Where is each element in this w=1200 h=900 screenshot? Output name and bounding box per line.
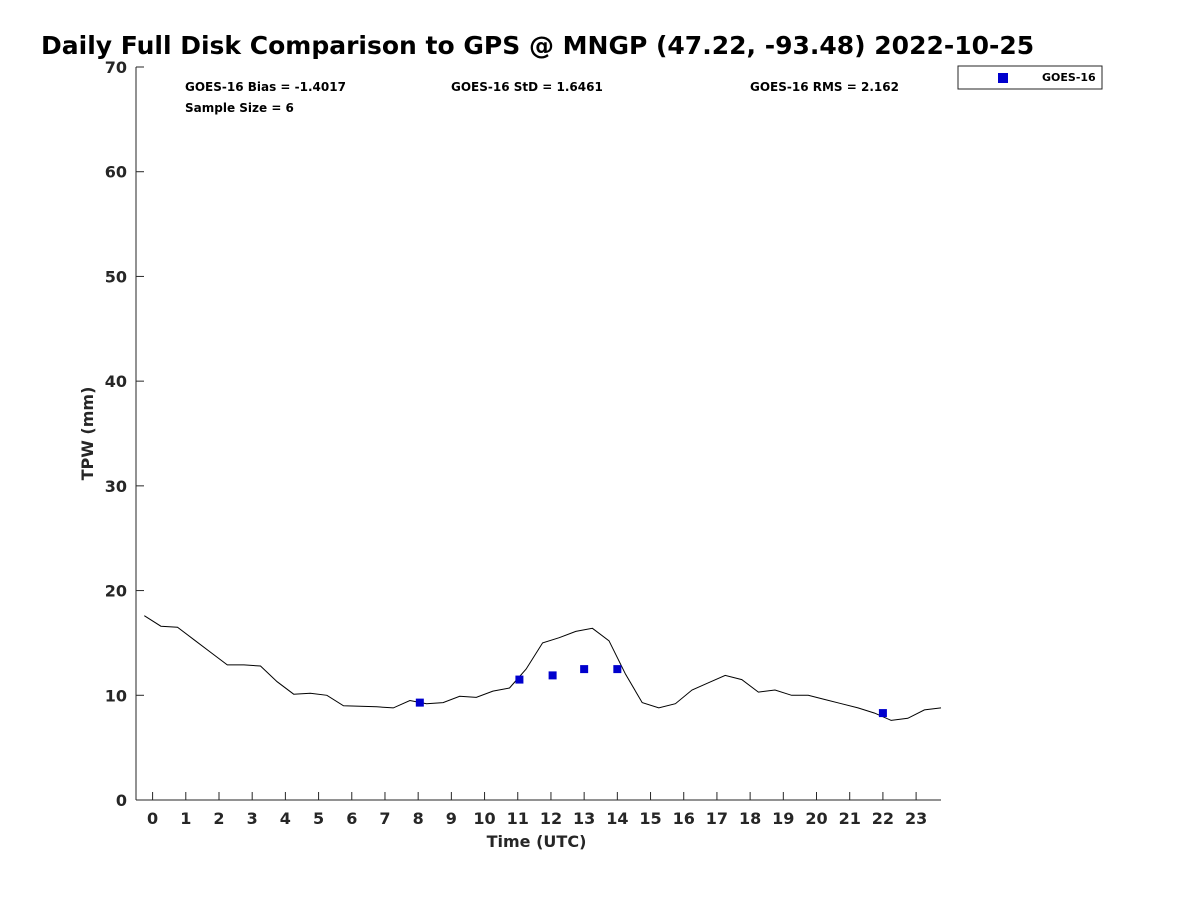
- legend: GOES-16: [957, 65, 1103, 90]
- x-tick-label: 15: [639, 809, 661, 828]
- goes16-point: [613, 665, 622, 674]
- stat-rms: GOES-16 RMS = 2.162: [750, 80, 899, 94]
- x-tick-label: 21: [839, 809, 861, 828]
- x-tick-label: 12: [540, 809, 562, 828]
- x-tick-label: 22: [872, 809, 894, 828]
- x-tick-label: 16: [673, 809, 695, 828]
- legend-marker: [998, 73, 1008, 83]
- x-tick-label: 7: [379, 809, 390, 828]
- stat-std: GOES-16 StD = 1.6461: [451, 80, 603, 94]
- y-tick-label: 60: [105, 163, 127, 182]
- x-tick-label: 13: [573, 809, 595, 828]
- x-tick-label: 4: [280, 809, 291, 828]
- goes16-point: [580, 665, 589, 674]
- goes16-point: [415, 698, 424, 707]
- x-tick-label: 20: [805, 809, 827, 828]
- x-tick-label: 6: [346, 809, 357, 828]
- x-ticks: 0 1 2 3 4 5 6 7 8 9 10 11 12 13 14 15 16 17 18 19 20 21 22 23: [147, 792, 927, 828]
- x-tick-label: 8: [413, 809, 424, 828]
- x-tick-label: 19: [772, 809, 794, 828]
- stat-sample-size: Sample Size = 6: [185, 101, 294, 115]
- chart-title: Daily Full Disk Comparison to GPS @ MNGP…: [41, 31, 1034, 60]
- x-tick-label: 3: [247, 809, 258, 828]
- y-axis-label: TPW (mm): [78, 387, 97, 481]
- x-tick-label: 1: [180, 809, 191, 828]
- y-tick-label: 50: [105, 267, 127, 286]
- x-tick-label: 0: [147, 809, 158, 828]
- x-tick-label: 9: [446, 809, 457, 828]
- x-tick-label: 5: [313, 809, 324, 828]
- y-tick-label: 40: [105, 372, 127, 391]
- y-tick-label: 70: [105, 58, 127, 77]
- x-tick-label: 10: [473, 809, 495, 828]
- x-tick-label: 23: [905, 809, 927, 828]
- y-tick-label: 30: [105, 477, 127, 496]
- x-tick-label: 2: [213, 809, 224, 828]
- stat-bias: GOES-16 Bias = -1.4017: [185, 80, 346, 94]
- x-tick-label: 11: [507, 809, 529, 828]
- x-tick-label: 17: [706, 809, 728, 828]
- series-line-group: [144, 615, 942, 721]
- goes16-point: [878, 709, 887, 718]
- y-ticks: 0 10 20 30 40 50 60 70: [105, 58, 144, 810]
- x-axis-label: Time (UTC): [487, 832, 587, 851]
- x-tick-label: 18: [739, 809, 761, 828]
- y-tick-label: 20: [105, 582, 127, 601]
- y-tick-label: 10: [105, 686, 127, 705]
- goes16-point: [515, 675, 524, 684]
- legend-box: [957, 65, 1103, 90]
- x-tick-label: 14: [606, 809, 628, 828]
- series-points-group: [415, 665, 887, 718]
- goes16-point: [548, 671, 557, 680]
- y-tick-label: 0: [116, 791, 127, 810]
- gps-tpw-line: [144, 615, 942, 721]
- legend-label: GOES-16: [1042, 71, 1096, 84]
